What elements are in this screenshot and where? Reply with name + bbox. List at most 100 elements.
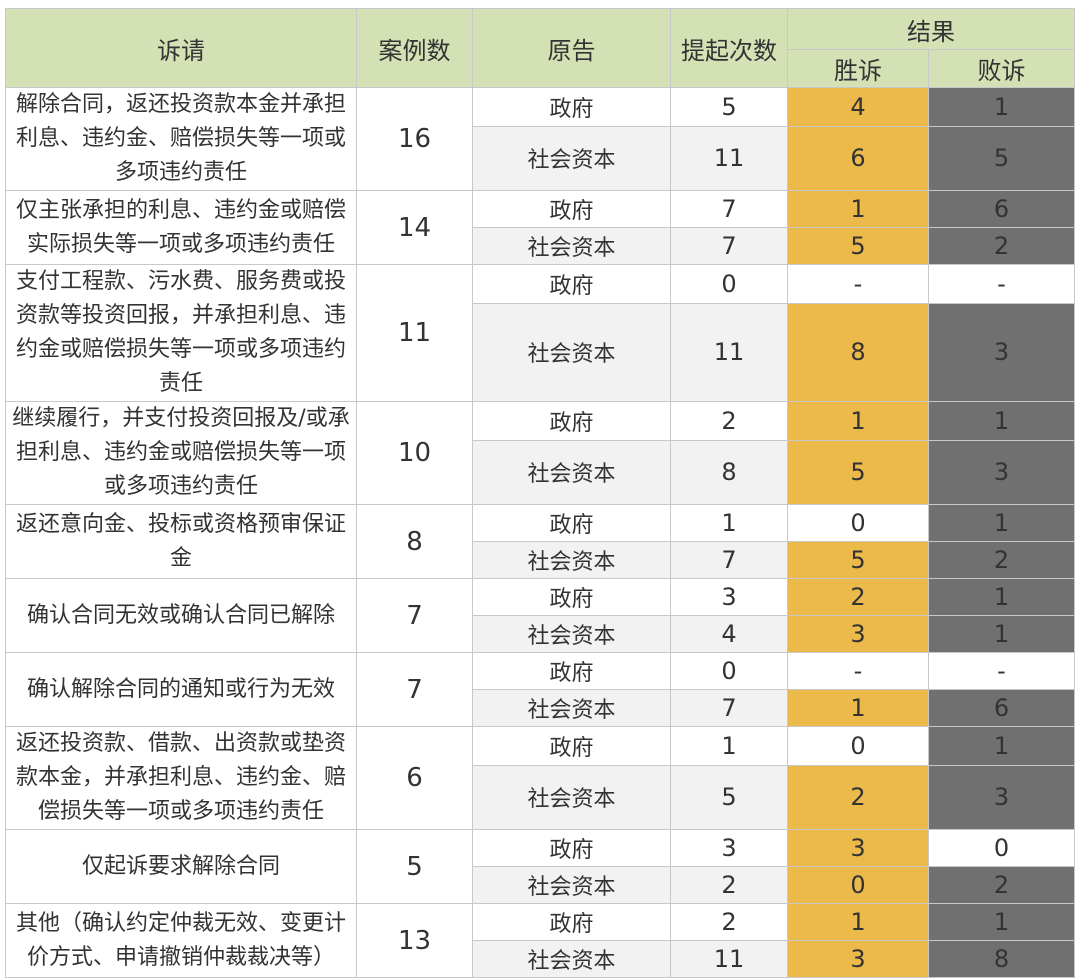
table-row: 返还投资款、借款、出资款或垫资款本金，并承担利息、违约金、赔偿损失等一项或多项违… bbox=[5, 726, 1075, 830]
win-cell: 3 bbox=[787, 615, 929, 653]
table-row: 仅主张承担的利息、违约金或赔偿实际损失等一项或多项违约责任 14 政府 7 1 6 bbox=[5, 190, 1075, 265]
table-row: 社会资本 5 2 3 bbox=[6, 764, 1075, 831]
lose-cell: 1 bbox=[928, 615, 1075, 653]
header-result: 结果 bbox=[787, 8, 1075, 50]
times-cell: 11 bbox=[670, 302, 788, 403]
win-cell: 1 bbox=[787, 190, 929, 228]
case-count-cell: 10 bbox=[356, 401, 473, 505]
plaintiff-cell: 社会资本 bbox=[472, 439, 671, 506]
times-cell: 5 bbox=[670, 87, 788, 127]
win-cell: 0 bbox=[787, 504, 929, 542]
lose-cell: 2 bbox=[928, 866, 1075, 904]
plaintiff-cell: 政府 bbox=[472, 504, 671, 542]
win-cell: 0 bbox=[787, 866, 929, 904]
plaintiff-cell: 社会资本 bbox=[472, 615, 671, 653]
header-win: 胜诉 bbox=[787, 49, 929, 88]
claim-cell: 返还投资款、借款、出资款或垫资款本金，并承担利息、违约金、赔偿损失等一项或多项违… bbox=[5, 726, 357, 830]
lose-cell: 1 bbox=[928, 578, 1075, 616]
table-row: 确认解除合同的通知或行为无效 7 政府 0- - bbox=[5, 652, 1075, 727]
times-cell: 7 bbox=[670, 227, 788, 265]
claim-cell: 其他（确认约定仲裁无效、变更计价方式、申请撤销仲裁裁决等） bbox=[5, 903, 357, 978]
table-row: 社会资本 7 1 6 bbox=[6, 689, 1075, 727]
times-cell: 0 bbox=[670, 652, 788, 690]
table-row: 仅起诉要求解除合同 5 政府 3 3 0 bbox=[5, 829, 1075, 904]
header-cases: 案例数 bbox=[356, 8, 473, 88]
header-times: 提起次数 bbox=[670, 8, 788, 88]
win-cell: 3 bbox=[787, 829, 929, 867]
plaintiff-cell: 社会资本 bbox=[472, 302, 671, 403]
plaintiff-cell: 社会资本 bbox=[472, 541, 671, 579]
win-cell: 5 bbox=[787, 541, 929, 579]
plaintiff-cell: 社会资本 bbox=[472, 940, 671, 978]
win-cell: - bbox=[787, 652, 929, 690]
plaintiff-cell: 政府 bbox=[472, 726, 671, 766]
table-row: 社会资本 4 3 1 bbox=[6, 615, 1075, 653]
claim-cell: 仅主张承担的利息、违约金或赔偿实际损失等一项或多项违约责任 bbox=[5, 190, 357, 265]
plaintiff-cell: 政府 bbox=[472, 401, 671, 441]
times-cell: 2 bbox=[670, 401, 788, 441]
plaintiff-cell: 社会资本 bbox=[472, 125, 671, 192]
case-count-cell: 14 bbox=[356, 190, 473, 265]
claim-cell: 解除合同，返还投资款本金并承担利息、违约金、赔偿损失等一项或多项违约责任 bbox=[5, 87, 357, 191]
plaintiff-cell: 政府 bbox=[472, 190, 671, 228]
header-plaintiff: 原告 bbox=[472, 8, 671, 88]
plaintiff-cell: 政府 bbox=[472, 87, 671, 127]
case-count-cell: 16 bbox=[356, 87, 473, 191]
win-cell: 5 bbox=[787, 439, 929, 506]
lose-cell: 6 bbox=[928, 190, 1075, 228]
win-cell: 0 bbox=[787, 726, 929, 766]
results-table: 诉请 案例数 原告 提起次数 结果 胜诉 败诉 解除合同，返还投资款本金并承担利… bbox=[5, 8, 1075, 978]
times-cell: 11 bbox=[670, 940, 788, 978]
table-row: 社会资本 8 5 3 bbox=[6, 439, 1075, 506]
lose-cell: 3 bbox=[928, 302, 1075, 403]
lose-cell: 2 bbox=[928, 541, 1075, 579]
win-cell: - bbox=[787, 264, 929, 304]
lose-cell: 3 bbox=[928, 439, 1075, 506]
plaintiff-cell: 政府 bbox=[472, 264, 671, 304]
lose-cell: 5 bbox=[928, 125, 1075, 192]
table-row: 继续履行，并支付投资回报及/或承担利息、违约金或赔偿损失等一项或多项违约责任 10… bbox=[5, 401, 1075, 505]
plaintiff-cell: 社会资本 bbox=[472, 689, 671, 727]
times-cell: 3 bbox=[670, 578, 788, 616]
win-cell: 2 bbox=[787, 764, 929, 831]
case-count-cell: 5 bbox=[356, 829, 473, 904]
lose-cell: - bbox=[928, 652, 1075, 690]
claim-cell: 继续履行，并支付投资回报及/或承担利息、违约金或赔偿损失等一项或多项违约责任 bbox=[5, 401, 357, 505]
claim-cell: 仅起诉要求解除合同 bbox=[5, 829, 357, 904]
times-cell: 7 bbox=[670, 689, 788, 727]
win-cell: 6 bbox=[787, 125, 929, 192]
win-cell: 8 bbox=[787, 302, 929, 403]
case-count-cell: 6 bbox=[356, 726, 473, 830]
times-cell: 1 bbox=[670, 504, 788, 542]
table-row: 支付工程款、污水费、服务费或投资款等投资回报，并承担利息、违约金或赔偿损失等一项… bbox=[5, 264, 1075, 402]
case-count-cell: 11 bbox=[356, 264, 473, 402]
times-cell: 7 bbox=[670, 541, 788, 579]
lose-cell: 2 bbox=[928, 227, 1075, 265]
table-body: 解除合同，返还投资款本金并承担利息、违约金、赔偿损失等一项或多项违约责任 16 政府… bbox=[5, 87, 1075, 978]
lose-cell: 3 bbox=[928, 764, 1075, 831]
table-row: 社会资本 7 5 2 bbox=[6, 541, 1075, 579]
win-cell: 1 bbox=[787, 903, 929, 941]
lose-cell: 0 bbox=[928, 829, 1075, 867]
lose-cell: 8 bbox=[928, 940, 1075, 978]
lose-cell: 1 bbox=[928, 87, 1075, 127]
claim-cell: 支付工程款、污水费、服务费或投资款等投资回报，并承担利息、违约金或赔偿损失等一项… bbox=[5, 264, 357, 402]
times-cell: 4 bbox=[670, 615, 788, 653]
times-cell: 1 bbox=[670, 726, 788, 766]
plaintiff-cell: 政府 bbox=[472, 652, 671, 690]
win-cell: 2 bbox=[787, 578, 929, 616]
lose-cell: 6 bbox=[928, 689, 1075, 727]
times-cell: 11 bbox=[670, 125, 788, 192]
header-claim: 诉请 bbox=[5, 8, 357, 88]
lose-cell: 1 bbox=[928, 504, 1075, 542]
case-count-cell: 7 bbox=[356, 578, 473, 653]
times-cell: 2 bbox=[670, 866, 788, 904]
plaintiff-cell: 社会资本 bbox=[472, 764, 671, 831]
plaintiff-cell: 政府 bbox=[472, 903, 671, 941]
table-row: 确认合同无效或确认合同已解除 7 政府 3 2 1 bbox=[5, 578, 1075, 653]
times-cell: 7 bbox=[670, 190, 788, 228]
plaintiff-cell: 社会资本 bbox=[472, 866, 671, 904]
win-cell: 4 bbox=[787, 87, 929, 127]
table-row: 社会资本 2 0 2 bbox=[6, 866, 1075, 904]
times-cell: 3 bbox=[670, 829, 788, 867]
